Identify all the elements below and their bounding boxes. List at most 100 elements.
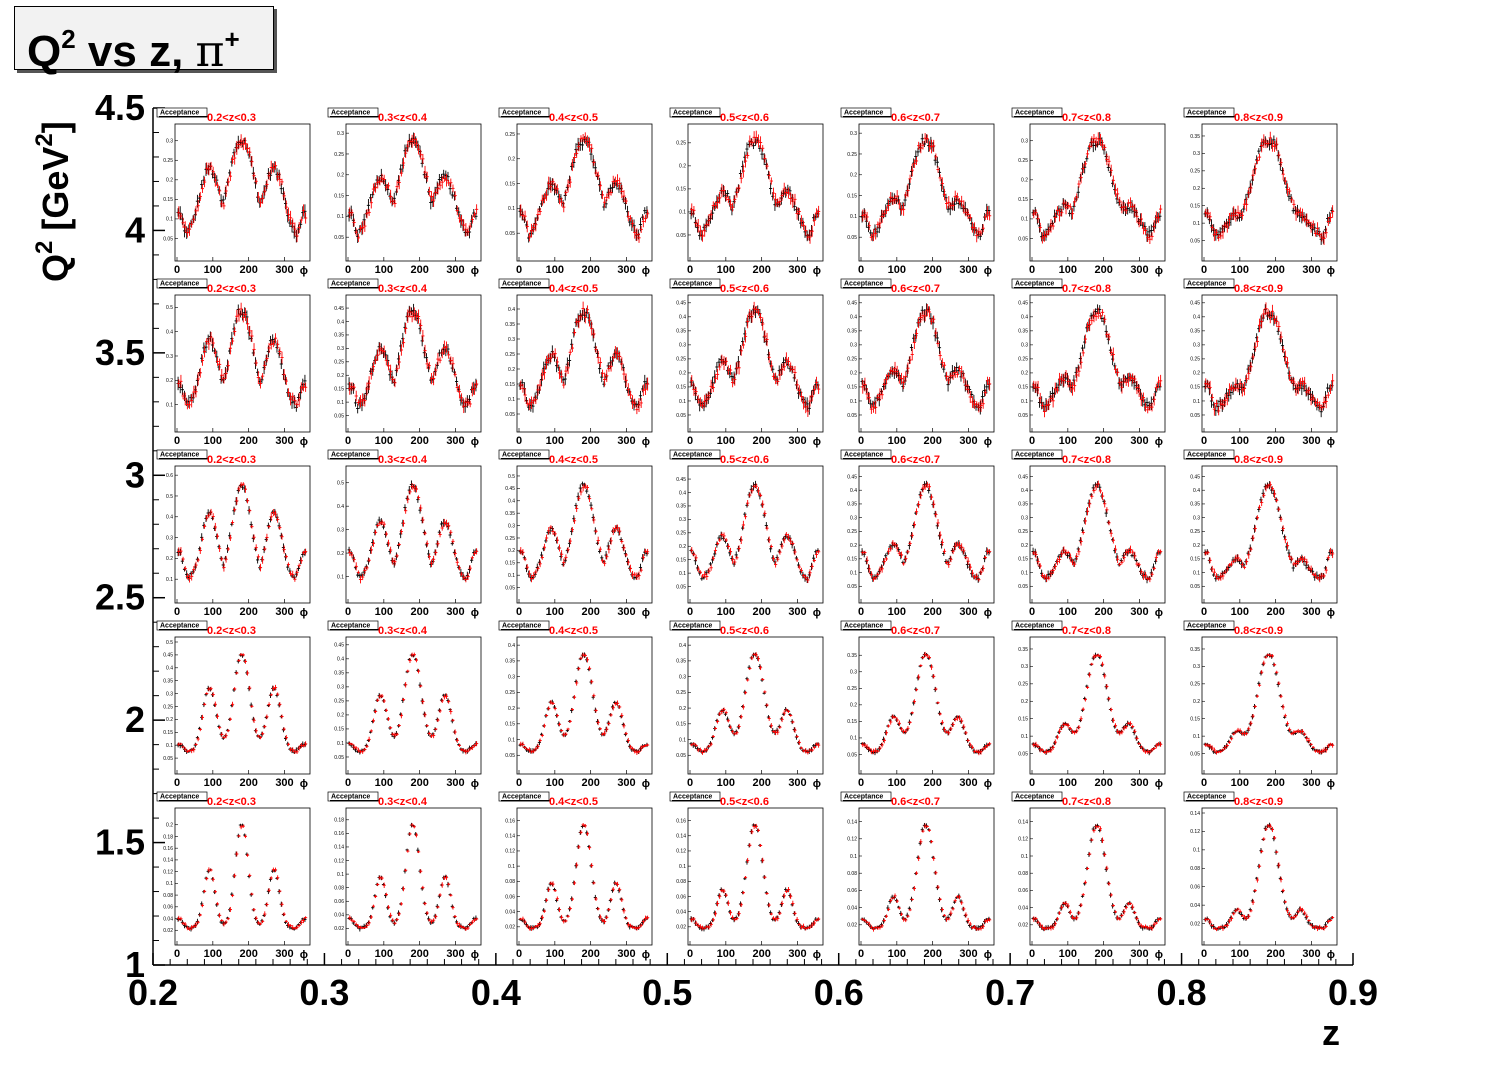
phi-axis-label: ϕ bbox=[471, 436, 479, 448]
acc-tick-label: 0.2 bbox=[850, 173, 857, 179]
phi-tick-label: 100 bbox=[1059, 435, 1077, 447]
phi-tick-label: 200 bbox=[1266, 264, 1284, 276]
acceptance-box-shadow bbox=[843, 116, 893, 118]
acceptance-label: Acceptance bbox=[502, 452, 541, 459]
phi-axis-label: ϕ bbox=[642, 436, 650, 448]
acc-tick-label: 0.4 bbox=[679, 315, 686, 321]
phi-axis-label: ϕ bbox=[984, 607, 992, 619]
phi-tick-label: 0 bbox=[1029, 435, 1035, 447]
acc-tick-label: 0.4 bbox=[508, 307, 515, 313]
acc-tick-label: 0.5 bbox=[508, 474, 515, 480]
phi-tick-label: 100 bbox=[204, 264, 222, 276]
acc-tick-label: 0.15 bbox=[847, 557, 857, 563]
panel-frame bbox=[858, 123, 995, 262]
phi-axis-label: ϕ bbox=[984, 436, 992, 448]
panel-frame bbox=[345, 123, 482, 262]
outer-x-tick-label: 0.9 bbox=[1328, 972, 1378, 1013]
acc-tick-label: 0.1 bbox=[1021, 217, 1028, 223]
phi-tick-label: 0 bbox=[516, 264, 522, 276]
acc-tick-label: 0.4 bbox=[337, 504, 344, 510]
acc-tick-label: 0.15 bbox=[334, 386, 344, 392]
z-bin-label: 0.3<z<0.4 bbox=[378, 112, 428, 124]
outer-y-tick-label: 1.5 bbox=[95, 822, 145, 863]
acc-tick-label: 0.05 bbox=[847, 413, 857, 419]
acceptance-label: Acceptance bbox=[160, 281, 199, 288]
acc-tick-label: 0.4 bbox=[1193, 315, 1200, 321]
phi-tick-label: 300 bbox=[446, 264, 464, 276]
panel-r0-c0: Acceptance 0.2<z<0.3 0 100 200 300 ϕ 0.05 0.1 0.1… bbox=[156, 107, 311, 277]
acc-tick-label: 0.35 bbox=[505, 511, 515, 517]
acc-tick-label: 0.1 bbox=[1193, 399, 1200, 405]
z-bin-label: 0.2<z<0.3 bbox=[207, 112, 256, 124]
phi-tick-label: 200 bbox=[581, 435, 599, 447]
phi-tick-label: 0 bbox=[174, 435, 180, 447]
panel-r0-c2: Acceptance 0.4<z<0.5 0 100 200 300 ϕ 0.05 0.1 0.1… bbox=[498, 107, 653, 277]
acc-tick-label: 0.05 bbox=[676, 233, 686, 239]
phi-tick-label: 100 bbox=[888, 606, 906, 618]
acc-tick-label: 0.5 bbox=[166, 494, 173, 500]
phi-tick-label: 100 bbox=[1059, 264, 1077, 276]
panel-frame bbox=[1029, 294, 1166, 433]
acceptance-box-shadow bbox=[330, 458, 380, 460]
acc-tick-label: 0.3 bbox=[166, 535, 173, 541]
acc-tick-label: 0.45 bbox=[1018, 301, 1028, 307]
acc-tick-label: 0.15 bbox=[505, 561, 515, 567]
phi-axis-label: ϕ bbox=[642, 607, 650, 619]
panel-frame bbox=[516, 465, 653, 604]
acc-tick-label: 0.2 bbox=[337, 373, 344, 379]
z-bin-label: 0.8<z<0.9 bbox=[1234, 112, 1283, 124]
panel-r1-c4: Acceptance 0.6<z<0.7 0 100 200 300 ϕ 0.05 0.1 0.1… bbox=[840, 278, 995, 448]
z-bin-label: 0.2<z<0.3 bbox=[207, 454, 256, 466]
acc-tick-label: 0.15 bbox=[676, 187, 686, 193]
acc-tick-label: 0.05 bbox=[847, 235, 857, 241]
acc-tick-label: 0.15 bbox=[334, 193, 344, 199]
phi-tick-label: 0 bbox=[858, 264, 864, 276]
phi-tick-label: 300 bbox=[1302, 435, 1320, 447]
outer-y-tick-label: 2 bbox=[125, 699, 145, 740]
acc-tick-label: 0.6 bbox=[166, 473, 173, 479]
acc-tick-label: 0.3 bbox=[1021, 139, 1028, 145]
acc-tick-label: 0.15 bbox=[1190, 204, 1200, 210]
panel-r1-c1: Acceptance 0.3<z<0.4 0 100 200 300 ϕ 0.05 0.1 0.1… bbox=[327, 278, 482, 448]
phi-tick-label: 0 bbox=[516, 435, 522, 447]
phi-axis-label: ϕ bbox=[300, 436, 308, 448]
acceptance-box-shadow bbox=[672, 458, 722, 460]
acc-tick-label: 0.1 bbox=[679, 399, 686, 405]
acceptance-box-shadow bbox=[1014, 116, 1064, 118]
acceptance-label: Acceptance bbox=[502, 110, 541, 117]
phi-tick-label: 0 bbox=[858, 435, 864, 447]
z-bin-label: 0.6<z<0.7 bbox=[891, 283, 940, 295]
phi-tick-label: 0 bbox=[1201, 264, 1207, 276]
acc-tick-label: 0.2 bbox=[679, 164, 686, 170]
acceptance-label: Acceptance bbox=[673, 452, 712, 459]
panel-r0-c3: Acceptance 0.5<z<0.6 0 100 200 300 ϕ 0.05 0.1 0.1… bbox=[669, 107, 824, 277]
phi-tick-label: 100 bbox=[717, 606, 735, 618]
phi-tick-label: 100 bbox=[1231, 264, 1249, 276]
acceptance-box-shadow bbox=[159, 287, 209, 289]
acc-tick-label: 0.15 bbox=[1190, 385, 1200, 391]
panel-r0-c5: Acceptance 0.7<z<0.8 0 100 200 300 ϕ 0.05 0.1 0.1… bbox=[1011, 107, 1166, 277]
acc-tick-label: 0.25 bbox=[505, 536, 515, 542]
outer-y-tick-label: 3.5 bbox=[95, 332, 145, 373]
acc-tick-label: 0.2 bbox=[508, 548, 515, 554]
outer-x-tick-label: 0.7 bbox=[985, 972, 1035, 1013]
acc-tick-label: 0.15 bbox=[163, 197, 173, 203]
phi-tick-label: 300 bbox=[446, 606, 464, 618]
phi-tick-label: 0 bbox=[687, 264, 693, 276]
phi-tick-label: 0 bbox=[1029, 264, 1035, 276]
acc-tick-label: 0.15 bbox=[847, 385, 857, 391]
acc-tick-label: 0.05 bbox=[1018, 236, 1028, 242]
phi-tick-label: 200 bbox=[581, 264, 599, 276]
phi-tick-label: 300 bbox=[617, 606, 635, 618]
acc-tick-label: 0.35 bbox=[505, 322, 515, 328]
acc-tick-label: 0.3 bbox=[1193, 151, 1200, 157]
z-bin-label: 0.7<z<0.8 bbox=[1062, 112, 1111, 124]
acc-tick-label: 0.5 bbox=[166, 305, 173, 311]
acceptance-label: Acceptance bbox=[502, 281, 541, 288]
acceptance-box-shadow bbox=[159, 458, 209, 460]
phi-tick-label: 300 bbox=[788, 435, 806, 447]
acc-tick-label: 0.1 bbox=[1021, 399, 1028, 405]
outer-x-tick-label: 0.3 bbox=[299, 972, 349, 1013]
panel-frame bbox=[858, 465, 995, 604]
phi-tick-label: 300 bbox=[275, 606, 293, 618]
